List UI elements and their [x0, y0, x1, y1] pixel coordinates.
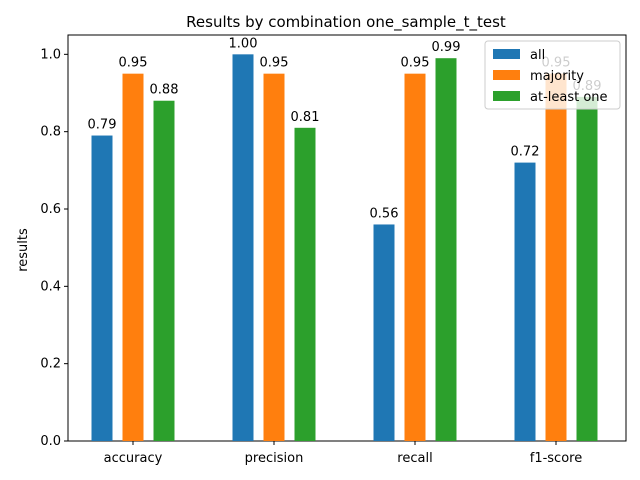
bar-at-least-one-precision: [294, 127, 316, 442]
plot-frame: [67, 34, 627, 442]
legend-swatch: [493, 49, 520, 59]
data-label: 0.56: [370, 206, 399, 221]
data-label: 0.95: [401, 56, 430, 71]
bar-all-recall: [373, 224, 395, 441]
y-tick-label: 0.2: [40, 357, 61, 372]
chart-title: Results by combination one_sample_t_test: [186, 13, 506, 32]
y-tick-label: 0.4: [40, 279, 61, 294]
bar-all-f1-score: [514, 162, 536, 441]
x-tick-label: precision: [245, 451, 304, 466]
legend-label: majority: [530, 69, 584, 84]
data-label: 0.88: [150, 83, 179, 98]
bar-majority-precision: [263, 73, 285, 442]
data-label: 0.95: [260, 56, 289, 71]
bar-majority-accuracy: [122, 73, 144, 442]
y-tick-label: 1.0: [40, 47, 61, 62]
bar-all-accuracy: [91, 135, 113, 442]
x-tick-label: accuracy: [104, 451, 163, 466]
legend-swatch: [493, 91, 520, 101]
bar-majority-recall: [404, 73, 426, 442]
data-label: 0.72: [511, 145, 540, 160]
data-label: 1.00: [229, 36, 258, 51]
y-axis-label: results: [16, 228, 31, 272]
y-tick-label: 0.0: [40, 434, 61, 449]
y-tick-label: 0.8: [40, 125, 61, 140]
bar-at-least-one-f1-score: [576, 96, 598, 441]
data-label: 0.95: [119, 56, 148, 71]
bar-at-least-one-recall: [435, 58, 457, 441]
legend-swatch: [493, 70, 520, 80]
data-label: 0.79: [88, 118, 117, 133]
bar-all-precision: [232, 54, 254, 441]
data-label: 0.99: [432, 40, 461, 55]
x-tick-label: f1-score: [530, 451, 582, 466]
legend-label: at-least one: [530, 90, 608, 105]
legend-label: all: [530, 48, 545, 63]
legend: all majority at-least one: [484, 40, 621, 110]
x-tick-label: recall: [397, 451, 432, 466]
y-tick-label: 0.6: [40, 202, 61, 217]
data-label: 0.81: [291, 110, 320, 125]
plot-area: 0.00.20.40.60.81.0accuracy0.790.950.88pr…: [40, 34, 627, 466]
bar-at-least-one-accuracy: [153, 100, 175, 441]
bar-majority-f1-score: [545, 73, 567, 442]
